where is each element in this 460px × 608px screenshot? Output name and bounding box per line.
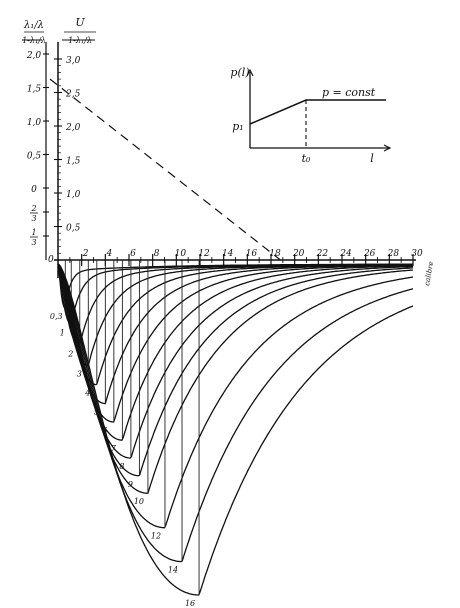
x-tick-label: 14 (222, 249, 234, 259)
series-curve-14 (57, 263, 414, 563)
inset-x-arrow (383, 144, 392, 152)
series-label: 10 (134, 497, 144, 506)
series-label: 0,3 (50, 312, 63, 321)
fraction-denominator: 3 (31, 238, 36, 247)
inset-profile-line (249, 99, 386, 125)
series-label: 4 (84, 389, 90, 398)
series-label: 16 (185, 599, 195, 608)
x-tick-label: 18 (269, 249, 281, 259)
dashed-ratio-line (49, 78, 281, 261)
inset-t0-label: t₀ (302, 152, 311, 165)
series-curve-12 (57, 263, 414, 529)
lambda-tick-label: 0 (31, 185, 37, 195)
fraction-numerator: 1 (31, 228, 36, 237)
lambda-tick-label: 1,0 (27, 118, 42, 128)
x-tick-label: 22 (316, 249, 329, 259)
lambda-tick-label: 2,0 (26, 51, 42, 61)
x-tick-label: 26 (363, 249, 376, 259)
inset-ylabel: p(l) (230, 66, 249, 79)
x-end-label: calibre (423, 261, 435, 287)
series-curve-16 (57, 263, 414, 596)
x-tick-label: 16 (246, 249, 258, 259)
u-axis-label-top: U (75, 16, 85, 29)
x-tick-label: 30 (411, 249, 423, 259)
inset-plateau-label: p = const (322, 86, 376, 99)
x-tick-label: 8 (154, 249, 160, 259)
x-tick-label: 6 (130, 249, 136, 259)
series-curve-5 (57, 263, 414, 405)
series-label: 12 (151, 532, 161, 541)
x-tick-label: 28 (387, 249, 400, 259)
series-curve-3 (57, 263, 413, 367)
series-label: 1 (60, 328, 65, 337)
series-curve-8 (57, 263, 413, 459)
series-label: 2 (67, 349, 73, 358)
lambda-tick-label: 1,5 (27, 85, 42, 95)
lambda-axis-label-top: λ₁/λ (23, 20, 44, 31)
series-curve-6 (57, 263, 414, 423)
x-tick-label: 12 (198, 249, 210, 259)
series-curve-10 (57, 263, 414, 494)
u-tick-label: 1,0 (66, 190, 81, 200)
x-tick-label: 4 (105, 249, 112, 259)
u-tick-label: 2,5 (65, 90, 81, 100)
series-curve-7 (57, 263, 413, 441)
series-label: 9 (128, 480, 133, 489)
u-tick-label: 2,0 (65, 123, 81, 133)
fraction-numerator: 2 (30, 204, 36, 213)
u-tick-label: 0,5 (66, 224, 81, 234)
x-tick-label: 10 (175, 249, 187, 259)
inset-start-label: p₁ (232, 120, 243, 133)
u-tick-label: 1,5 (66, 157, 81, 167)
series-label: 14 (168, 566, 178, 575)
inset-y-arrow (246, 68, 254, 77)
u-tick-label: 3,0 (66, 56, 81, 66)
series-label: 3 (77, 369, 82, 378)
series-curve-9 (57, 263, 414, 477)
lambda-axis-label-bottom: 1-λ₁/λ (22, 36, 46, 45)
origin-label: 0 (48, 255, 54, 265)
x-tick-label: 2 (82, 249, 89, 259)
x-tick-label: 24 (339, 249, 352, 259)
x-tick-label: 20 (292, 249, 305, 259)
inset-xlabel: l (370, 152, 374, 165)
fraction-denominator: 3 (31, 214, 36, 223)
axes-group: 2 4 6 8 10 12 14 16 18 20 22 24 26 28 30calibre3,02,52… (22, 16, 435, 286)
lambda-tick-label: 0,5 (27, 152, 42, 162)
u-axis-label-bottom: 1-λ₁/λ (68, 36, 92, 45)
inset-diagram: p(l) p₁ t₀ l p = const (230, 66, 392, 165)
